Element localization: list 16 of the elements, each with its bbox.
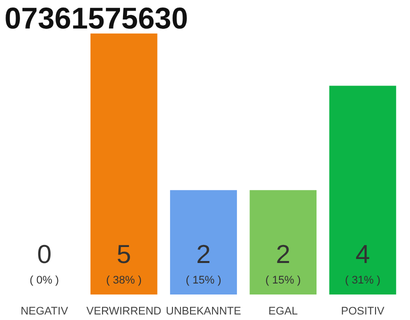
x-tick-label: VERWIRREND (86, 306, 162, 318)
x-tick-label: UNBEKANNTE (166, 306, 242, 318)
x-tick-label: POSITIV (341, 306, 386, 318)
annotation: ( 0% ) (30, 274, 59, 287)
data-label: 2 (196, 239, 211, 270)
annotation: ( 38% ) (106, 274, 142, 287)
annotation: ( 31% ) (344, 274, 380, 287)
data-label: 0 (37, 239, 52, 270)
annotation: ( 15% ) (265, 274, 301, 287)
data-label: 4 (355, 239, 370, 270)
x-tick-label: NEGATIV (20, 306, 69, 318)
data-label: 2 (276, 239, 290, 270)
annotation: ( 15% ) (186, 274, 222, 287)
chart-title: 07361575630 (4, 2, 188, 36)
data-label: 5 (116, 239, 132, 270)
x-tick-label: EGAL (268, 306, 298, 318)
